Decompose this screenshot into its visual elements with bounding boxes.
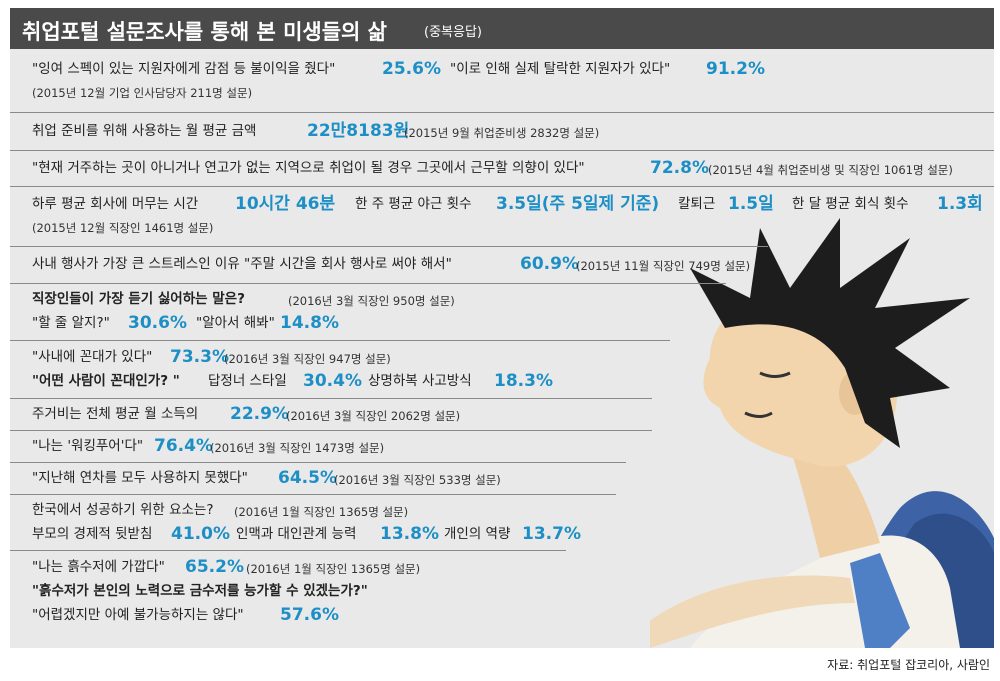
stress-value: 60.9% bbox=[520, 254, 579, 274]
hours-value-1: 10시간 46분 bbox=[235, 194, 336, 214]
spec-question-1: "잉여 스펙이 있는 지원자에게 감점 등 불이익을 줬다" bbox=[32, 61, 336, 77]
divider bbox=[10, 494, 616, 495]
spoon-question: "나는 흙수저에 가깝다" bbox=[32, 559, 165, 575]
success-note: (2016년 1월 직장인 1365명 설문) bbox=[234, 505, 409, 519]
kkondae-answer-2: 상명하복 사고방식 bbox=[368, 373, 472, 389]
neck bbox=[790, 438, 880, 558]
relocate-value: 72.8% bbox=[650, 158, 709, 178]
stress-note: (2015년 11월 직장인 749명 설문) bbox=[576, 259, 751, 273]
hours-question-2: 한 주 평균 야근 횟수 bbox=[355, 196, 472, 212]
spoon-value-2: 57.6% bbox=[280, 605, 339, 625]
working-poor-question: "나는 '워킹푸어'다" bbox=[32, 438, 144, 454]
divider bbox=[10, 186, 994, 187]
housing-value: 22.9% bbox=[230, 404, 289, 424]
spec-note: (2015년 12월 기업 인사담당자 211명 설문) bbox=[32, 86, 253, 100]
source-credit: 자료: 취업포털 잡코리아, 사람인 bbox=[827, 658, 990, 672]
stress-question: 사내 행사가 가장 큰 스트레스인 이유 "주말 시간을 회사 행사로 써야 해… bbox=[32, 256, 452, 272]
eye-icon bbox=[759, 371, 791, 378]
spoon-note: (2016년 1월 직장인 1365명 설문) bbox=[246, 562, 421, 576]
divider bbox=[10, 150, 994, 151]
success-answer-2: 인맥과 대인관계 능력 bbox=[236, 526, 357, 542]
hours-note: (2015년 12월 직장인 1461명 설문) bbox=[32, 221, 214, 235]
words-question: 직장인들이 가장 듣기 싫어하는 말은? bbox=[32, 291, 245, 307]
kkondae-note: (2016년 3월 직장인 947명 설문) bbox=[224, 352, 391, 366]
spec-value-2: 91.2% bbox=[706, 59, 765, 79]
divider bbox=[10, 112, 994, 113]
housing-note: (2016년 3월 직장인 2062명 설문) bbox=[286, 409, 461, 423]
divider bbox=[10, 246, 768, 247]
words-note: (2016년 3월 직장인 950명 설문) bbox=[288, 294, 455, 308]
hours-value-3: 1.5일 bbox=[728, 194, 774, 214]
cost-note: (2015년 9월 취업준비생 2832명 설문) bbox=[404, 126, 600, 140]
words-value-2: 14.8% bbox=[280, 313, 339, 333]
vacation-question: "지난해 연차를 모두 사용하지 못했다" bbox=[32, 470, 248, 486]
words-value-1: 30.6% bbox=[128, 313, 187, 333]
kkondae-value: 73.3% bbox=[170, 347, 229, 367]
hours-value-4: 1.3회 bbox=[937, 194, 983, 214]
arm bbox=[650, 575, 855, 648]
relocate-question: "현재 거주하는 곳이 아니거나 연고가 없는 지역으로 취업이 될 경우 그곳… bbox=[32, 160, 585, 176]
kkondae-value-2: 18.3% bbox=[494, 371, 553, 391]
kkondae-value-1: 30.4% bbox=[303, 371, 362, 391]
success-value-2: 13.8% bbox=[380, 524, 439, 544]
success-answer-3: 개인의 역량 bbox=[444, 526, 511, 542]
divider bbox=[10, 430, 652, 431]
hours-question-4: 한 달 평균 회식 횟수 bbox=[792, 196, 909, 212]
working-poor-value: 76.4% bbox=[154, 436, 213, 456]
hair bbox=[690, 218, 970, 448]
divider bbox=[10, 340, 670, 341]
title-note: (중복응답) bbox=[424, 25, 482, 40]
working-poor-note: (2016년 3월 직장인 1473명 설문) bbox=[210, 441, 385, 455]
hours-question-3: 칼퇴근 bbox=[678, 196, 716, 212]
infographic-panel: 취업포털 설문조사를 통해 본 미생들의 삶 (중복응답) "잉여 스펙이 있는… bbox=[10, 8, 994, 648]
spoon-answer: "어렵겠지만 아예 불가능하지는 않다" bbox=[32, 607, 244, 623]
words-answer-1: "할 줄 알지?" bbox=[32, 315, 110, 331]
title-bar: 취업포털 설문조사를 통해 본 미생들의 삶 (중복응답) bbox=[10, 8, 994, 49]
vacation-value: 64.5% bbox=[278, 468, 337, 488]
divider bbox=[10, 462, 626, 463]
words-answer-2: "알아서 해봐" bbox=[196, 315, 275, 331]
cost-value: 22만8183원 bbox=[307, 121, 410, 141]
relocate-note: (2015년 4월 취업준비생 및 직장인 1061명 설문) bbox=[708, 163, 953, 177]
spoon-value: 65.2% bbox=[185, 557, 244, 577]
hours-question-1: 하루 평균 회사에 머무는 시간 bbox=[32, 196, 199, 212]
success-answer-1: 부모의 경제적 뒷받침 bbox=[32, 526, 153, 542]
spoon-question-2: "흙수저가 본인의 노력으로 금수저를 능가할 수 있겠는가?" bbox=[32, 583, 368, 599]
spec-question-2: "이로 인해 실제 탈락한 지원자가 있다" bbox=[450, 61, 671, 77]
vacation-note: (2016년 3월 직장인 533명 설문) bbox=[334, 473, 501, 487]
divider bbox=[10, 283, 726, 284]
divider bbox=[10, 550, 566, 551]
success-value-1: 41.0% bbox=[171, 524, 230, 544]
kkondae-question: "사내에 꼰대가 있다" bbox=[32, 349, 153, 365]
divider bbox=[10, 398, 652, 399]
tired-worker-illustration bbox=[650, 218, 994, 648]
housing-question: 주거비는 전체 평균 월 소득의 bbox=[32, 406, 199, 422]
success-question: 한국에서 성공하기 위한 요소는? bbox=[32, 502, 214, 518]
cost-question: 취업 준비를 위해 사용하는 월 평균 금액 bbox=[32, 123, 257, 139]
kkondae-question-2: "어떤 사람이 꼰대인가? " bbox=[32, 373, 180, 389]
success-value-3: 13.7% bbox=[522, 524, 581, 544]
mouth-icon bbox=[744, 411, 773, 418]
hours-value-2: 3.5일(주 5일제 기준) bbox=[496, 194, 660, 214]
page-title: 취업포털 설문조사를 통해 본 미생들의 삶 bbox=[22, 20, 387, 44]
spec-value-1: 25.6% bbox=[382, 59, 441, 79]
kkondae-answer-1: 답정너 스타일 bbox=[208, 373, 287, 389]
tie-icon bbox=[850, 553, 910, 648]
